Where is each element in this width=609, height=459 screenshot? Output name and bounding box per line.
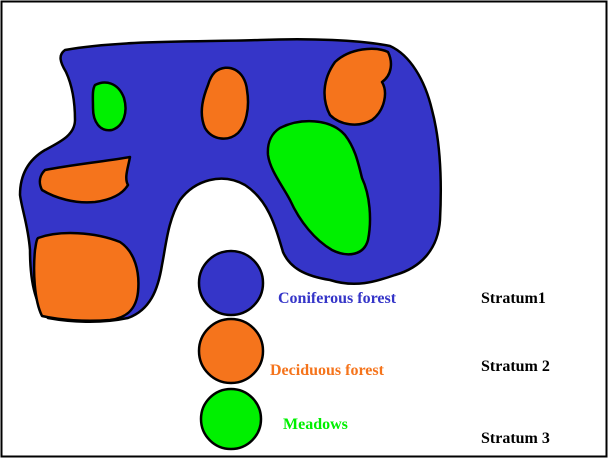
deciduous-area: [200, 66, 250, 140]
deciduous-area: [32, 231, 140, 323]
stratum-label: Stratum 3: [481, 430, 550, 447]
meadow-area: [266, 119, 372, 256]
meadow-area: [91, 81, 127, 132]
legend-swatch: [197, 249, 265, 317]
legend-swatch: [199, 387, 263, 451]
stratum-label: Stratum1: [481, 290, 546, 307]
legend-swatch: [197, 317, 265, 385]
deciduous-area: [38, 155, 132, 204]
deciduous-area: [323, 47, 393, 126]
legend-label: Deciduous forest: [270, 362, 385, 379]
stratum-label: Stratum 2: [481, 358, 550, 375]
legend-label: Coniferous forest: [278, 290, 397, 307]
legend-label: Meadows: [283, 416, 348, 433]
map: [18, 38, 442, 323]
